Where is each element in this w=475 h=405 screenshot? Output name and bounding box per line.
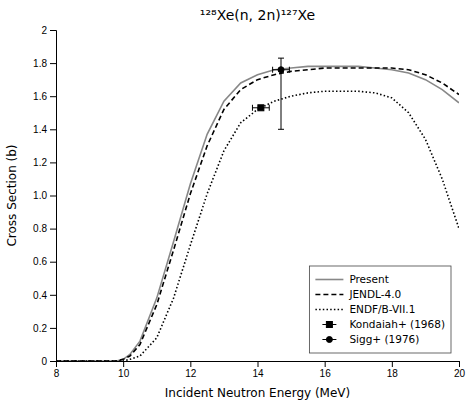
y-tick: 1.0 — [33, 190, 56, 201]
y-tick-mark — [50, 196, 56, 197]
y-tick-label: 1.2 — [33, 157, 47, 168]
legend-label: Sigg+ (1976) — [349, 333, 419, 345]
marks — [56, 58, 459, 361]
x-tick: 12 — [185, 361, 197, 379]
y-tick-mark — [50, 328, 56, 329]
y-tick-mark — [50, 162, 56, 163]
point — [278, 67, 284, 73]
x-tick: 8 — [54, 361, 60, 379]
legend-item: JENDL-4.0 — [315, 288, 401, 300]
legend-item: Kondaiah+ (1968) — [322, 318, 445, 330]
x-error-cap — [269, 105, 270, 111]
y-tick-mark — [50, 30, 56, 31]
x-tick-label: 16 — [320, 368, 332, 379]
y-tick-mark — [50, 229, 56, 230]
y-axis-line — [50, 31, 57, 362]
x-axis-title: Incident Neutron Energy (MeV) — [165, 386, 350, 400]
legend-swatch — [315, 309, 343, 311]
x-tick-mark — [190, 361, 191, 367]
x-axis-line — [57, 362, 460, 368]
plot: 8 10 12 14 16 18 20 0 0.2 0.4 0.6 0.8 1.0 1.2 1.4 1.6 1.… — [33, 25, 465, 379]
y-tick-label: 0.6 — [33, 256, 47, 267]
legend-frame — [309, 266, 451, 353]
y-tick-label: 0.2 — [33, 323, 47, 334]
legend-swatch — [315, 294, 343, 296]
legend-label: ENDF/B-VII.1 — [349, 303, 415, 315]
y-tick: 0.2 — [33, 323, 56, 334]
x-tick: 16 — [320, 361, 332, 379]
y-tick: 0 — [41, 356, 56, 367]
y-tick-mark — [50, 96, 56, 97]
y-error-bar — [278, 58, 284, 129]
point — [258, 105, 264, 111]
x-axis: 8 10 12 14 16 18 20 — [54, 361, 466, 379]
error-bar-series — [273, 58, 290, 129]
y-tick-label: 0.8 — [33, 223, 47, 234]
x-tick: 14 — [252, 361, 264, 379]
chart-title: ¹²⁸Xe(n, 2n)¹²⁷Xe — [200, 7, 315, 23]
x-tick-label: 14 — [252, 368, 264, 379]
y-tick-mark — [50, 361, 56, 362]
x-tick-mark — [258, 361, 259, 367]
legend-label: Present — [349, 273, 388, 285]
y-tick-mark — [50, 295, 56, 296]
y-tick: 1.6 — [33, 91, 56, 102]
x-error-cap — [289, 67, 290, 73]
y-axis: 0 0.2 0.4 0.6 0.8 1.0 1.2 1.4 1.6 1.8 2 — [33, 25, 56, 367]
legend-swatch — [315, 279, 343, 281]
x-tick-label: 12 — [185, 368, 197, 379]
y-error-cap — [278, 58, 284, 59]
y-tick-label: 1.8 — [33, 58, 47, 69]
x-tick-mark — [459, 361, 460, 367]
series-line — [56, 68, 459, 361]
x-error-bar — [252, 105, 269, 111]
y-tick-label: 1.4 — [33, 124, 47, 135]
y-tick-label: 1.0 — [33, 190, 47, 201]
y-tick: 1.2 — [33, 157, 56, 168]
x-tick-label: 10 — [118, 368, 130, 379]
x-tick: 18 — [387, 361, 399, 379]
x-tick: 20 — [454, 361, 466, 379]
x-tick-label: 8 — [54, 368, 60, 379]
series-line — [56, 91, 459, 361]
series-line — [56, 66, 459, 361]
legend-swatch — [326, 322, 332, 328]
x-tick-mark — [325, 361, 326, 367]
y-tick-mark — [50, 262, 56, 263]
y-tick: 1.4 — [33, 124, 56, 135]
legend-item: Sigg+ (1976) — [322, 333, 419, 345]
legend-item: Present — [315, 273, 388, 285]
y-tick-label: 0.4 — [33, 290, 47, 301]
chart: 8 10 12 14 16 18 20 0 0.2 0.4 0.6 0.8 1.0 1.2 1.4 1.6 1.… — [0, 0, 475, 405]
x-error-bar — [273, 67, 290, 73]
legend-item: ENDF/B-VII.1 — [315, 303, 415, 315]
x-error-cap — [272, 67, 273, 73]
y-tick: 1.8 — [33, 58, 56, 69]
y-tick-label: 0 — [41, 356, 47, 367]
y-tick-label: 2 — [41, 25, 47, 36]
legend-swatch — [326, 337, 332, 343]
y-tick: 0.4 — [33, 290, 56, 301]
y-tick-mark — [50, 63, 56, 64]
x-tick-label: 20 — [454, 368, 466, 379]
y-tick-mark — [50, 129, 56, 130]
x-tick-label: 18 — [387, 368, 399, 379]
legend: Present JENDL-4.0 ENDF/B-VII.1 Kondaiah+ (1… — [309, 266, 451, 353]
x-tick-mark — [123, 361, 124, 367]
error-bar-series — [252, 105, 269, 111]
x-tick-mark — [392, 361, 393, 367]
y-axis-title: Cross Section (b) — [5, 144, 19, 246]
y-tick: 0.8 — [33, 223, 56, 234]
x-error-cap — [252, 105, 253, 111]
y-tick-label: 1.6 — [33, 91, 47, 102]
y-tick: 0.6 — [33, 256, 56, 267]
x-tick: 10 — [118, 361, 130, 379]
y-error-cap — [278, 129, 284, 130]
legend-label: JENDL-4.0 — [348, 288, 401, 300]
legend-label: Kondaiah+ (1968) — [349, 318, 445, 330]
y-tick: 2 — [41, 25, 56, 36]
